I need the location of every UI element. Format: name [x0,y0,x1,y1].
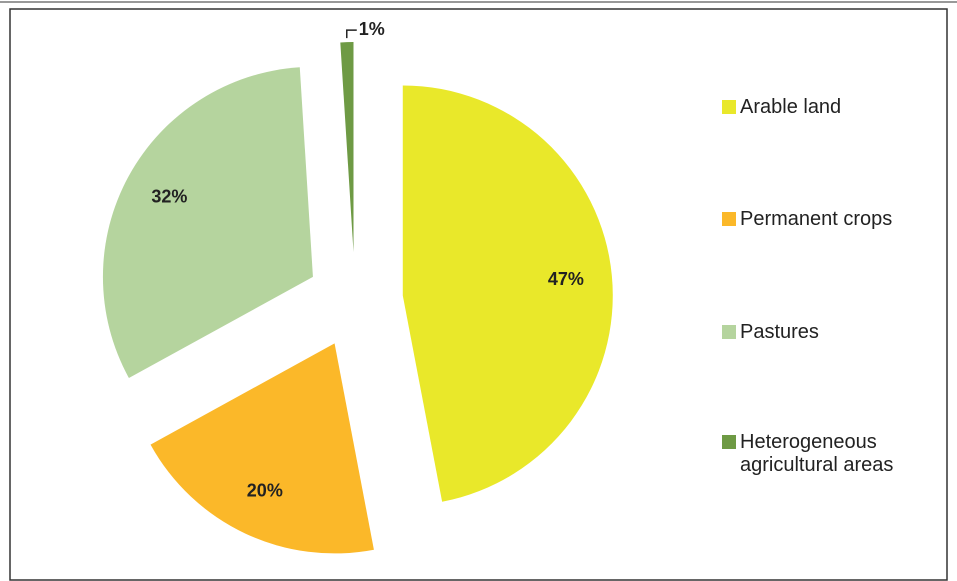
legend-label: Arable land [740,96,842,118]
pie-slice [340,42,354,253]
pie-slice [150,343,374,554]
pie-slice [102,67,313,379]
legend-swatch [722,212,736,226]
data-label: 1% [359,19,385,39]
legend-item: Pastures [720,321,920,344]
legend-item: Permanent crops [720,208,920,231]
data-label: 32% [151,187,187,207]
legend-item: Heterogeneous agricultural areas [720,431,920,477]
legend-swatch [722,325,736,339]
data-label: 20% [247,480,283,500]
legend-label: Pastures [740,321,819,343]
legend-label: Permanent crops [740,208,893,230]
legend-swatch [722,435,736,449]
frame [9,8,948,581]
data-label: 47% [548,269,584,289]
legend-label: Heterogeneous agricultural areas [740,431,894,476]
legend-swatch [722,100,736,114]
pie-slice [402,85,613,502]
legend-item: Arable land [720,96,920,119]
leader-line [346,29,357,39]
